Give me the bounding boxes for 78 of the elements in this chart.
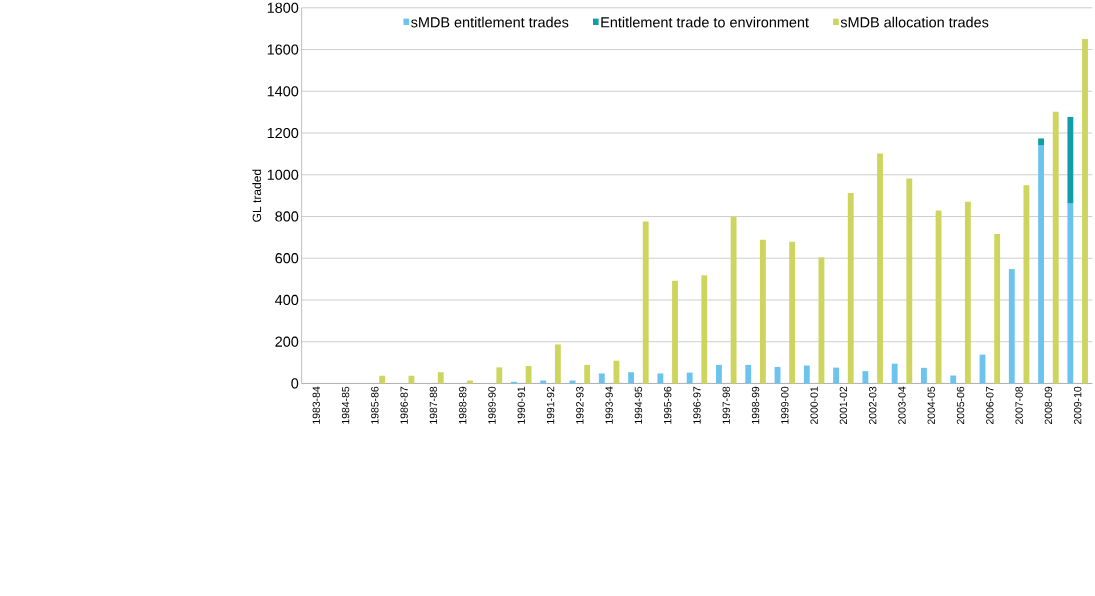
x-tick-label: 1985-86 [371,386,379,424]
x-tick-label: 1993-94 [605,386,613,424]
bar [437,372,444,384]
x-tick-label: 1992-93 [576,386,584,424]
x-tick-label: 2002-03 [868,386,877,424]
bar [994,233,1001,384]
x-tick-label: 1988-89 [459,386,467,424]
y-tick-label: 600 [275,252,299,264]
bar [935,210,942,384]
bar [1082,38,1088,384]
x-tick-label: 2004-05 [927,386,935,424]
x-tick-label: 2005-06 [956,386,965,424]
bar [789,241,796,384]
x-tick-label: 2001-02 [839,386,848,424]
x-tick-label: 1998-99 [751,386,760,424]
y-tick-label: 1600 [267,44,299,55]
bar [584,364,591,384]
bar [730,216,737,384]
bar [921,367,927,384]
x-tick-label: 1991-92 [546,386,555,424]
bar [598,373,605,384]
y-tick-label: 1000 [267,169,299,180]
legend-label: sMDB allocation trades [840,16,989,28]
bar [1052,111,1059,384]
y-tick-label: 800 [275,211,299,222]
x-tick-label: 1997-98 [722,386,730,424]
bar [891,363,898,384]
legend-label: sMDB entitlement trades [411,16,569,28]
bar [554,344,561,384]
y-tick-label: 1200 [267,127,299,138]
bar [1067,203,1074,384]
bar [496,367,503,384]
bar [1067,116,1074,204]
bar [847,192,854,384]
bar [525,365,532,384]
x-tick-label: 2006-07 [986,386,994,424]
x-tick-label: 2008-09 [1044,386,1053,424]
bar [759,239,766,384]
x-tick-label: 2000-01 [810,386,818,424]
bar [716,364,722,384]
y-tick-label: 1400 [267,85,299,97]
bar [950,375,957,384]
x-tick-label: 1986-87 [400,386,408,424]
y-tick-label: 1800 [267,2,299,13]
bar [862,370,869,384]
x-tick-label: 1995-96 [664,386,672,424]
bar [1008,268,1015,384]
bar [686,372,693,384]
bar [642,221,649,384]
bar [1038,138,1045,145]
x-tick-label: 1990-91 [517,386,525,424]
bar [964,201,971,384]
bar [379,375,386,384]
bar [701,275,708,384]
bar [657,373,664,384]
y-tick-label: 200 [275,336,299,347]
bar [745,364,752,384]
x-tick-label: 2007-08 [1015,386,1023,424]
y-tick-label: 400 [275,294,299,305]
bar [877,153,883,384]
x-tick-label: 1983-84 [312,386,320,424]
y-axis-title: GL traded [252,169,262,222]
x-tick-label: 1996-97 [693,386,701,424]
x-tick-label: 2009-10 [1073,386,1082,424]
bar [803,365,810,384]
bar [672,280,678,384]
legend-label: Entitlement trade to environment [601,16,809,28]
y-tick-label: 0 [291,378,299,389]
x-tick-label: 2003-04 [898,386,906,424]
bar [906,178,913,384]
bar [833,367,840,384]
bar [1038,144,1045,384]
x-tick-label: 1999-00 [781,386,789,424]
x-tick-label: 1994-95 [634,386,643,424]
x-tick-label: 1984-85 [341,386,350,424]
x-tick-label: 1987-88 [429,386,438,424]
bar [628,372,635,384]
x-tick-label: 1989-90 [488,386,496,424]
